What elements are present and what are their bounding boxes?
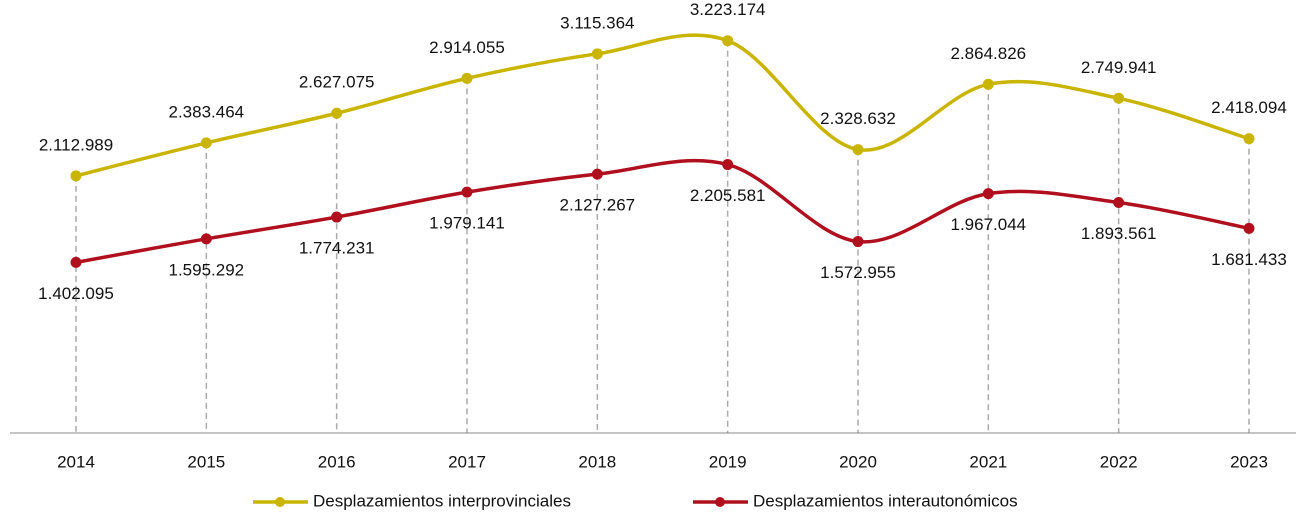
value-label: 1.681.433 <box>1211 250 1287 269</box>
x-tick-label: 2018 <box>578 452 616 471</box>
point <box>722 159 734 171</box>
point <box>982 188 994 200</box>
value-label: 2.127.267 <box>560 196 636 215</box>
point <box>331 107 343 119</box>
legend-label: Desplazamientos interautonómicos <box>753 491 1018 510</box>
value-label: 3.115.364 <box>560 13 634 32</box>
x-tick-label: 2022 <box>1100 452 1138 471</box>
value-label: 2.205.581 <box>690 186 766 205</box>
x-tick-label: 2023 <box>1230 452 1268 471</box>
x-tick-label: 2021 <box>969 452 1007 471</box>
point <box>461 72 473 84</box>
point <box>70 170 82 182</box>
point <box>591 48 603 60</box>
point <box>200 233 212 245</box>
series-line <box>75 33 1250 178</box>
x-tick-label: 2019 <box>709 452 747 471</box>
value-label: 2.864.826 <box>951 44 1027 63</box>
point <box>722 35 734 47</box>
point <box>1113 92 1125 104</box>
value-label: 2.627.075 <box>299 73 375 92</box>
value-label: 2.418.094 <box>1211 98 1287 117</box>
value-label: 1.402.095 <box>38 284 114 303</box>
point <box>1243 133 1255 145</box>
value-label: 1.893.561 <box>1081 224 1157 243</box>
series-line <box>75 158 1250 265</box>
point <box>982 78 994 90</box>
point <box>852 144 864 156</box>
x-tick-label: 2017 <box>448 452 486 471</box>
value-label: 1.979.141 <box>429 214 505 233</box>
point <box>1113 197 1125 209</box>
value-label: 3.223.174 <box>690 0 766 19</box>
value-label: 1.967.044 <box>951 215 1027 234</box>
value-label: 1.572.955 <box>820 263 896 282</box>
value-label: 1.595.292 <box>169 260 245 279</box>
legend-marker <box>715 497 725 507</box>
point <box>1243 222 1255 234</box>
x-tick-label: 2016 <box>318 452 356 471</box>
value-label: 2.749.941 <box>1081 58 1157 77</box>
value-label: 2.112.989 <box>39 135 113 154</box>
x-tick-label: 2014 <box>57 452 95 471</box>
legend-marker <box>275 497 285 507</box>
point <box>591 168 603 180</box>
value-label: 2.914.055 <box>429 38 505 57</box>
point <box>200 137 212 149</box>
point <box>70 256 82 268</box>
point <box>331 211 343 223</box>
point <box>852 236 864 248</box>
point <box>461 186 473 198</box>
x-tick-label: 2015 <box>187 452 225 471</box>
value-label: 2.328.632 <box>820 109 896 128</box>
x-tick-label: 2020 <box>839 452 877 471</box>
legend-label: Desplazamientos interprovinciales <box>313 491 571 510</box>
value-label: 1.774.231 <box>299 239 375 258</box>
value-label: 2.383.464 <box>169 102 245 121</box>
